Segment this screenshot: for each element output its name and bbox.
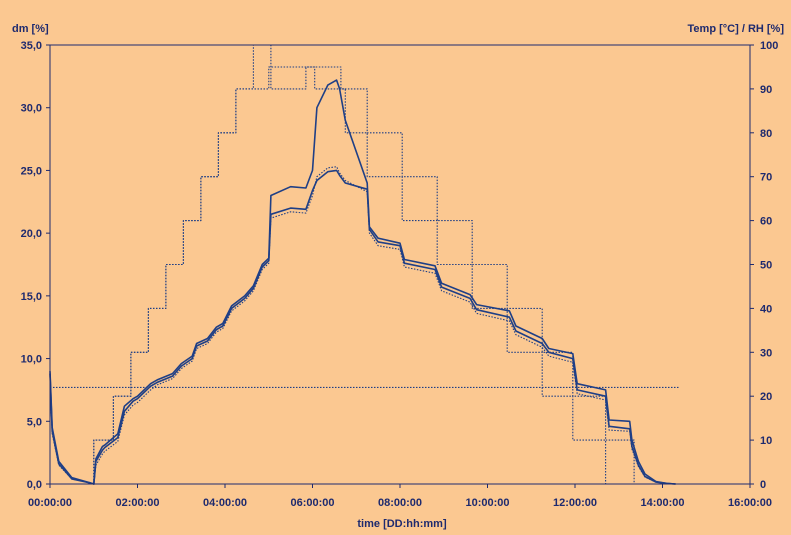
right-y-tick-label: 90	[760, 84, 772, 96]
x-tick-label: 02:00:00	[115, 497, 159, 509]
left-y-tick-label: 0,0	[27, 479, 42, 491]
x-tick-label: 06:00:00	[290, 497, 334, 509]
left-y-tick-label: 20,0	[21, 228, 42, 240]
right-y-tick-label: 40	[760, 303, 772, 315]
right-y-tick-label: 70	[760, 172, 772, 184]
left-axis-series-line-2	[49, 166, 676, 485]
x-tick-label: 12:00:00	[553, 497, 597, 509]
left-axis-series-line-1	[49, 169, 676, 485]
left-y-tick-label: 15,0	[21, 291, 42, 303]
axis-layer: 00:00:00 02:00:00 04:00:00 06:00:00 08:00:00…	[21, 40, 779, 509]
series-layer	[49, 44, 680, 485]
left-y-tick-label: 25,0	[21, 165, 42, 177]
x-tick-label: 08:00:00	[378, 497, 422, 509]
left-axis-series-line-0	[49, 79, 676, 485]
right-y-tick-label: 50	[760, 260, 772, 272]
right-axis-title: Temp [°C] / RH [%]	[688, 23, 785, 35]
left-y-tick-label: 10,0	[21, 354, 42, 366]
right-y-tick-label: 10	[760, 435, 772, 447]
x-tick-label: 14:00:00	[640, 497, 684, 509]
x-axis-title: time [DD:hh:mm]	[357, 518, 447, 530]
right-y-tick-label: 20	[760, 391, 772, 403]
left-axis-title: dm [%]	[12, 23, 49, 35]
right-axis-series-line-3	[91, 44, 667, 485]
x-tick-label: 00:00:00	[28, 497, 72, 509]
right-y-tick-label: 30	[760, 347, 772, 359]
right-y-tick-label: 0	[760, 479, 766, 491]
right-y-tick-label: 100	[760, 40, 778, 52]
left-y-tick-label: 30,0	[21, 103, 42, 115]
x-tick-label: 10:00:00	[465, 497, 509, 509]
right-axis-series-line-4	[91, 66, 667, 485]
right-y-tick-label: 60	[760, 216, 772, 228]
x-tick-label: 16:00:00	[728, 497, 772, 509]
right-y-tick-label: 80	[760, 128, 772, 140]
left-y-tick-label: 35,0	[21, 40, 42, 52]
left-y-tick-label: 5,0	[27, 416, 42, 428]
x-tick-label: 04:00:00	[203, 497, 247, 509]
